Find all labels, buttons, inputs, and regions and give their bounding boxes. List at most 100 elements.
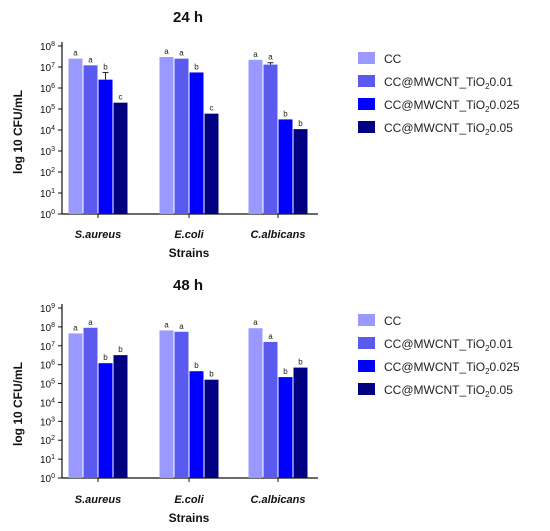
y-tick-label: 104 [40,125,55,137]
significance-label: a [73,323,78,332]
bar [278,377,293,478]
significance-label: b [194,62,199,71]
significance-label: b [103,62,108,71]
bar [204,379,219,478]
significance-label: b [283,109,288,118]
legend-label: CC@MWCNT_TiO20.05 [384,383,513,399]
significance-label: a [253,318,258,327]
bar [68,333,83,478]
bar [98,363,113,478]
bar [68,58,83,214]
x-axis-title: Strains [169,246,210,260]
legend-swatch [358,121,375,133]
y-tick-label: 106 [40,360,55,372]
legend-24h: CC CC@MWCNT_TiO20.01 CC@MWCNT_TiO20.025 CC@… [358,52,520,137]
legend-label: CC@MWCNT_TiO20.01 [384,337,513,353]
legend-swatch [358,52,375,64]
significance-label: b [103,353,108,362]
category-label: E.coli [174,494,204,506]
bar [204,113,219,214]
legend-swatch [358,337,375,349]
bar [174,58,189,214]
significance-label: a [88,318,93,327]
category-label: S.aureus [75,494,121,506]
y-tick-label: 102 [40,435,55,447]
chart-title: 24 h [173,9,203,26]
y-tick-label: 105 [40,104,55,116]
bar [113,102,128,214]
legend-label: CC [384,314,402,328]
plot-area: 100 101 102 103 104 105 106 107 108 S.aureus E.col… [40,41,318,241]
bar [293,129,308,214]
y-tick-label: 104 [40,397,55,409]
y-tick-label: 105 [40,379,55,391]
significance-label: a [253,50,258,59]
legend-swatch [358,360,375,372]
bar [263,341,278,478]
y-tick-label: 106 [40,83,55,95]
bar [174,331,189,478]
legend-label: CC [384,52,402,66]
significance-label: a [268,332,273,341]
category-label: E.coli [174,229,204,241]
y-tick-label: 100 [40,209,55,221]
y-tick-label: 103 [40,146,55,158]
y-axis-title: log 10 CFU/mL [11,90,25,174]
y-tick-label: 102 [40,167,55,179]
x-axis-title: Strains [169,511,210,525]
y-axis-title: log 10 CFU/mL [11,362,25,446]
significance-label: a [164,320,169,329]
significance-label: b [298,358,303,367]
legend-swatch [358,383,375,395]
y-tick-label: 107 [40,341,55,353]
y-tick-label: 108 [40,41,55,53]
significance-label: a [179,322,184,331]
bar [248,59,263,214]
y-tick-label: 101 [40,188,55,200]
significance-label: a [73,49,78,58]
bar [113,355,128,478]
y-tick-label: 109 [40,303,55,315]
bar [159,330,174,478]
category-label: S.aureus [75,229,121,241]
category-label: C.albicans [250,494,305,506]
significance-label: b [209,370,214,379]
legend-swatch [358,75,375,87]
significance-label: a [164,47,169,56]
y-tick-label: 108 [40,322,55,334]
bar [278,119,293,214]
y-tick-label: 101 [40,454,55,466]
significance-label: b [298,119,303,128]
legend-label: CC@MWCNT_TiO20.01 [384,75,513,91]
legend-swatch [358,98,375,110]
bar [83,65,98,215]
significance-label: b [283,367,288,376]
bar [159,56,174,214]
category-label: C.albicans [250,229,305,241]
bar [189,72,204,214]
bar [293,367,308,478]
bar [189,371,204,478]
legend-48h: CC CC@MWCNT_TiO20.01 CC@MWCNT_TiO20.025 CC@… [358,314,520,399]
significance-label: b [194,361,199,370]
bar [98,79,113,215]
significance-label: c [210,104,214,113]
significance-label: c [119,93,123,102]
legend-swatch [358,314,375,326]
plot-area: 100 101 102 103 104 105 106 107 108 109 S.aureus E.… [40,303,318,506]
y-tick-label: 100 [40,473,55,485]
bar [263,64,278,214]
y-tick-label: 107 [40,62,55,74]
significance-label: a [268,53,273,62]
significance-label: b [118,345,123,354]
chart-title: 48 h [173,277,203,294]
legend-label: CC@MWCNT_TiO20.025 [384,98,520,114]
legend-label: CC@MWCNT_TiO20.025 [384,360,520,376]
significance-label: a [179,49,184,58]
significance-label: a [88,55,93,64]
chart-panel-48h: 48 h log 10 CFU/mL Strains 1001011021031… [11,277,318,525]
bar [248,328,263,478]
bar [83,327,98,478]
chart-panel-24h: 24 h log 10 CFU/mL Strains 1001011021031… [11,9,318,260]
